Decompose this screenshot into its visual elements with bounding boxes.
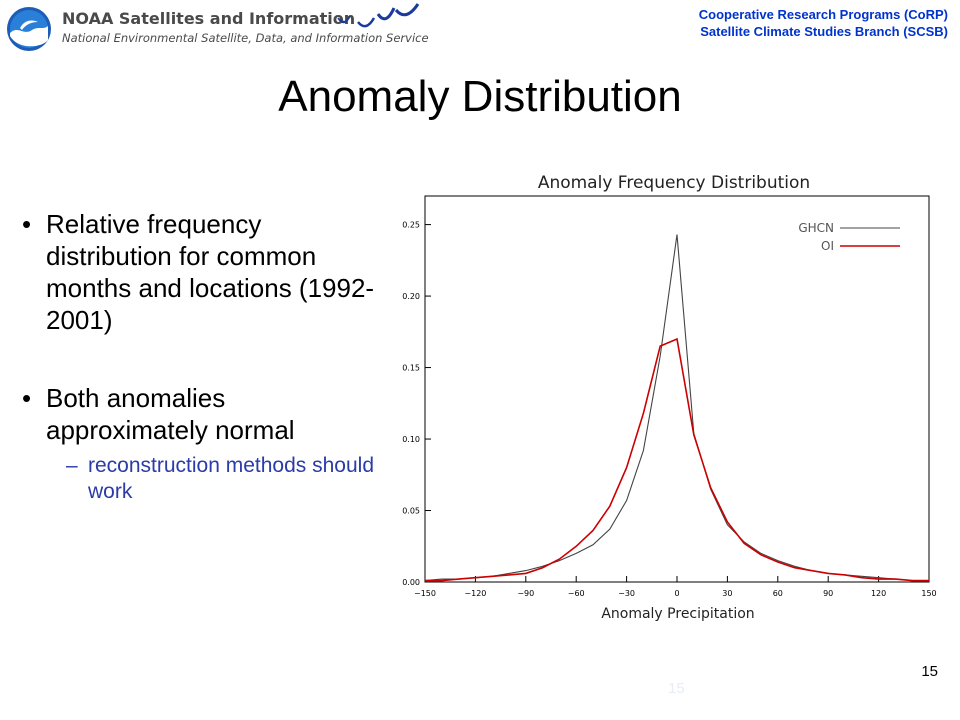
- x-tick-label: −60: [568, 589, 585, 598]
- program-info: Cooperative Research Programs (CoRP) Sat…: [699, 6, 948, 40]
- x-axis-label: Anomaly Precipitation: [601, 606, 754, 622]
- x-tick-label: 0: [674, 589, 679, 598]
- x-tick-label: −90: [517, 589, 534, 598]
- anomaly-chart: Anomaly Frequency Distribution −150 −120−…: [402, 173, 936, 622]
- slide-title: Anomaly Distribution: [278, 72, 682, 121]
- axis-ticks: −150 −120 −90 −60 −30 0 30 60 90 120 150 0.00 0.05 0.…: [402, 221, 936, 598]
- x-tick-label: 120: [871, 589, 886, 598]
- sub-bullet-text: reconstruction methods should work: [88, 454, 374, 503]
- x-tick-label: −150: [414, 589, 436, 598]
- x-tick-label: 90: [823, 589, 833, 598]
- y-tick-label: 0.05: [402, 507, 420, 516]
- plot-frame: [424, 195, 930, 583]
- birds-icon: [337, 3, 420, 28]
- series-line-oi: [425, 337, 929, 582]
- y-tick-label: 0.00: [402, 578, 420, 587]
- x-tick-label: 150: [921, 589, 936, 598]
- series-line-ghcn: [424, 234, 929, 582]
- bullet-text: Both anomalies approximately normal: [46, 383, 295, 445]
- x-tick-label: −120: [464, 589, 486, 598]
- legend-label-ghcn: GHCN: [798, 221, 834, 235]
- y-tick-label: 0.10: [402, 435, 420, 444]
- y-tick-label: 0.25: [402, 221, 420, 230]
- sub-bullet-item: – reconstruction methods should work: [66, 453, 382, 505]
- bullet-marker: •: [22, 383, 32, 413]
- legend: GHCN OI: [798, 221, 900, 253]
- ghost-page-number: 15: [668, 680, 685, 697]
- x-tick-label: −30: [618, 589, 635, 598]
- org-name: NOAA Satellites and Information: [62, 9, 356, 28]
- chart-title: Anomaly Frequency Distribution: [538, 173, 810, 193]
- bullet-marker: •: [22, 209, 32, 239]
- noaa-logo: [7, 7, 51, 51]
- program-line-corp: Cooperative Research Programs (CoRP): [698, 7, 948, 22]
- bullet-item: • Relative frequency distribution for co…: [22, 208, 382, 336]
- legend-label-oi: OI: [821, 239, 834, 253]
- page-number: 15: [921, 663, 938, 680]
- bullet-item: • Both anomalies approximately normal: [22, 382, 382, 446]
- bullet-text: Relative frequency distribution for comm…: [46, 209, 375, 335]
- org-subtitle: National Environmental Satellite, Data, …: [62, 31, 429, 45]
- y-tick-label: 0.15: [402, 364, 420, 373]
- bullet-list: • Relative frequency distribution for co…: [22, 208, 382, 505]
- series-lines: [424, 234, 929, 582]
- sub-bullet-marker: –: [66, 454, 78, 477]
- x-tick-label: 60: [773, 589, 783, 598]
- y-tick-label: 0.20: [402, 292, 420, 301]
- x-tick-label: 30: [722, 589, 732, 598]
- program-line-scsb: Satellite Climate Studies Branch (SCSB): [700, 24, 948, 39]
